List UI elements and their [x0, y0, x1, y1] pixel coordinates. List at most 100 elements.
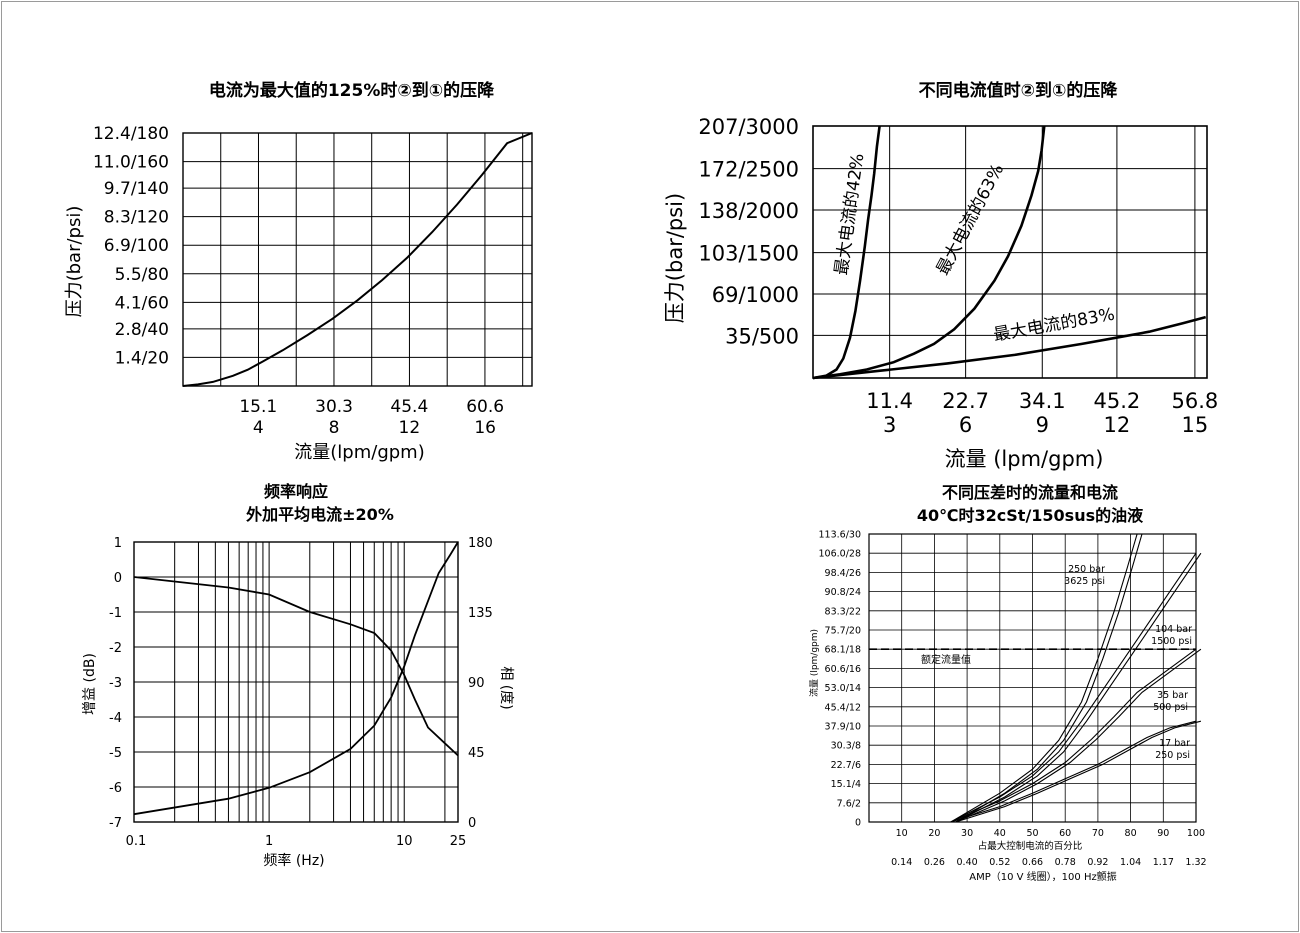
- chart1-y-tick-label: 8.3/120: [104, 208, 169, 228]
- chart3-y-right-tick-label: 45: [468, 746, 485, 761]
- chart2-y-tick-label: 69/1000: [712, 283, 799, 307]
- chart4-series-line-2: [955, 533, 1143, 823]
- chart1-title: 电流为最大值的125%时②到①的压降: [209, 80, 495, 101]
- chart2-x-tick-label: 45.2: [1094, 389, 1141, 413]
- chart4-subtitle: 40℃时32cSt/150sus的油液: [917, 506, 1144, 525]
- chart4-y-tick-label: 98.4/26: [825, 568, 861, 579]
- chart4-x-tick-label: 80: [1125, 828, 1137, 839]
- chart4-y-tick-label: 37.9/10: [825, 722, 861, 733]
- chart1-y-tick-label: 5.5/80: [115, 265, 169, 285]
- chart3-y-tick-label: -3: [109, 676, 122, 691]
- chart1-x-tick-label-gpm: 16: [474, 418, 496, 438]
- chart4-x-tick-label: 10: [896, 828, 908, 839]
- chart2-x-tick-label: 56.8: [1172, 389, 1219, 413]
- chart2-x-tick-label-gpm: 3: [883, 413, 896, 437]
- chart2-series-line: [812, 315, 1207, 380]
- chart3-y-label: 增益 (dB): [82, 653, 98, 715]
- chart4-y-tick-label: 83.3/22: [825, 606, 861, 617]
- chart4-y-label: 流量 (lpm/gpm): [808, 629, 820, 697]
- chart3-y-tick-label: -7: [109, 816, 122, 831]
- chart1-y-tick-label: 6.9/100: [104, 236, 169, 256]
- chart3-gain-line: [133, 576, 459, 757]
- chart4-x-tick-label: 60: [1059, 828, 1071, 839]
- chart4-series-line-2: [955, 720, 1202, 823]
- chart2-series-label: 最大电流的83%: [992, 305, 1116, 346]
- chart4-x-tick-label: 50: [1026, 828, 1038, 839]
- chart2-x-tick-label: 34.1: [1019, 389, 1066, 413]
- chart1-x-tick-label: 45.4: [390, 397, 428, 417]
- chart1-x-tick-label-gpm: 4: [253, 418, 264, 438]
- chart3-y-tick-label: 0: [114, 571, 122, 586]
- chart3-x-label: 频率 (Hz): [263, 852, 324, 869]
- chart3-x-tick-label: 10: [396, 834, 413, 849]
- chart4-x-tick-label: 40: [994, 828, 1006, 839]
- chart3-y-tick-label: -6: [109, 781, 122, 796]
- chart3-y-tick-label: -1: [109, 606, 122, 621]
- chart4-series-label-bar: 250 bar: [1068, 564, 1105, 575]
- chart3-y-right-tick-label: 180: [468, 536, 493, 551]
- chart4-series-label-psi: 1500 psi: [1151, 636, 1192, 647]
- chart3-x-tick-label: 1: [265, 834, 273, 849]
- chart4-amp-label: 0.92: [1087, 857, 1108, 868]
- chart4-series-line: [950, 720, 1197, 823]
- chart4-x-tick-label: 30: [961, 828, 973, 839]
- chart2-y-tick-label: 207/3000: [698, 115, 799, 139]
- chart4-x-tick-label: 20: [928, 828, 940, 839]
- chart4-y-tick-label: 45.4/12: [825, 702, 861, 713]
- chart4-series-line: [950, 648, 1197, 823]
- chart4-series-line: [950, 552, 1197, 823]
- chart4-plot-frame: [868, 533, 1197, 823]
- chart4-y-tick-label: 15.1/4: [831, 779, 861, 790]
- chart4-y-tick-label: 60.6/16: [825, 664, 861, 675]
- chart1-x-tick-label-gpm: 12: [399, 418, 421, 438]
- chart3-y-tick-label: 1: [114, 536, 122, 551]
- chart4-title: 不同压差时的流量和电流: [942, 483, 1118, 502]
- chart4-amp-label: 1.32: [1185, 857, 1206, 868]
- chart1-y-label: 压力(bar/psi): [64, 206, 85, 318]
- chart4-series-line: [950, 533, 1138, 823]
- chart4-series-label-psi: 500 psi: [1153, 702, 1188, 713]
- chart4-y-tick-label: 75.7/20: [825, 626, 861, 637]
- chart2-y-tick-label: 172/2500: [698, 158, 799, 182]
- chart3-title: 频率响应: [264, 482, 328, 501]
- chart4-y-tick-label: 106.0/28: [819, 549, 862, 560]
- chart3-y-tick-label: -4: [109, 711, 122, 726]
- chart2-title: 不同电流值时②到①的压降: [919, 80, 1119, 101]
- chart4-series-label-psi: 250 psi: [1155, 750, 1190, 761]
- chart2-y-tick-label: 138/2000: [698, 199, 799, 223]
- chart1-x-tick-label-gpm: 8: [329, 418, 340, 438]
- chart4-x-label-amp: AMP（10 V 线圈），100 Hz颤振: [969, 870, 1116, 883]
- chart1-series-line: [182, 132, 533, 387]
- chart4-amp-label: 0.14: [891, 857, 912, 868]
- chart2-x-label: 流量 (lpm/gpm): [945, 447, 1104, 471]
- chart4-y-tick-label: 22.7/6: [831, 760, 861, 771]
- chart4-y-tick-label: 30.3/8: [831, 741, 861, 752]
- chart4-series-line-2: [955, 552, 1202, 823]
- chart3-phase-line: [133, 541, 459, 816]
- chart4-x-tick-label: 100: [1187, 828, 1205, 839]
- chart4-y-tick-label: 90.8/24: [825, 587, 861, 598]
- chart2-series-line: [812, 125, 881, 380]
- chart3-subtitle: 外加平均电流±20%: [245, 505, 394, 524]
- chart2-x-tick-label-gpm: 15: [1182, 413, 1209, 437]
- chart3-y-tick-label: -2: [109, 641, 122, 656]
- chart4-y-tick-label: 53.0/14: [825, 683, 861, 694]
- chart2-y-tick-label: 103/1500: [698, 242, 799, 266]
- chart4-amp-label: 0.52: [989, 857, 1010, 868]
- chart2-series-line: [812, 125, 1046, 380]
- chart3-y-right-tick-label: 0: [468, 816, 476, 831]
- chart4-y-tick-label: 68.1/18: [825, 645, 861, 656]
- chart2-x-tick-label: 11.4: [866, 389, 913, 413]
- chart2-x-tick-label: 22.7: [942, 389, 989, 413]
- chart3-plot-frame: [133, 541, 459, 823]
- chart2-x-tick-label-gpm: 9: [1036, 413, 1049, 437]
- chart4-amp-label: 0.66: [1022, 857, 1043, 868]
- chart4-rated-flow-label: 额定流量值: [921, 653, 971, 666]
- chart4-y-tick-label: 0: [855, 818, 861, 829]
- chart4-series-label-bar: 104 bar: [1155, 624, 1192, 635]
- chart1-y-tick-label: 12.4/180: [93, 124, 169, 144]
- chart4-series-label-bar: 17 bar: [1159, 738, 1190, 749]
- chart4-y-tick-label: 7.6/2: [837, 798, 861, 809]
- chart1-x-label: 流量(lpm/gpm): [294, 442, 424, 463]
